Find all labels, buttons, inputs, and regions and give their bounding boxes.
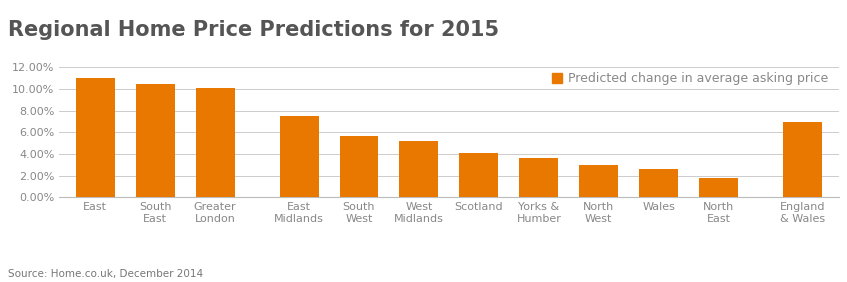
Bar — [699, 178, 738, 197]
Bar — [400, 141, 439, 197]
Bar — [579, 165, 618, 197]
Bar — [136, 84, 174, 197]
Bar — [519, 158, 558, 197]
Bar — [196, 88, 235, 197]
Text: Source: Home.co.uk, December 2014: Source: Home.co.uk, December 2014 — [8, 269, 203, 279]
Legend: Predicted change in average asking price: Predicted change in average asking price — [548, 68, 833, 89]
Bar — [459, 153, 498, 197]
Bar — [340, 136, 379, 197]
Bar — [639, 169, 678, 197]
Bar — [280, 116, 318, 197]
Bar — [75, 78, 114, 197]
Text: Regional Home Price Predictions for 2015: Regional Home Price Predictions for 2015 — [8, 20, 500, 40]
Bar — [783, 122, 822, 197]
